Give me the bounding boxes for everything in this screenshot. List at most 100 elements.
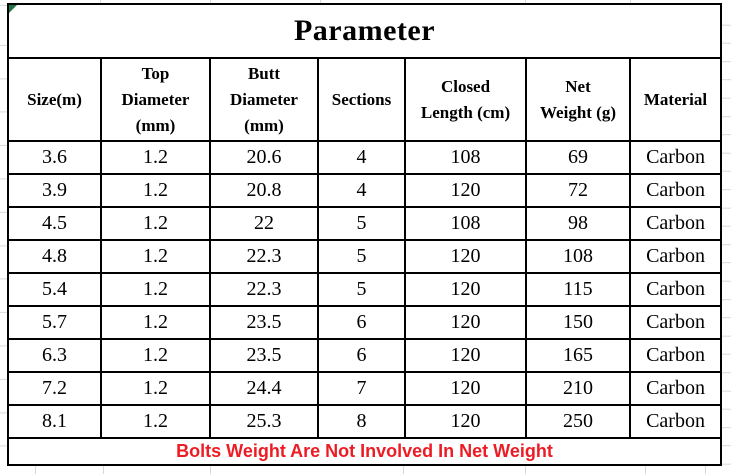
table-row: 4.5 1.2 22 5 108 98 Carbon [7, 206, 723, 241]
gridline [100, 0, 101, 3]
header-row: Size(m) Top Diameter (mm) Butt Diameter … [7, 57, 723, 142]
table-cell: 4.8 [7, 239, 102, 274]
gridline [630, 0, 631, 3]
table-row: 3.9 1.2 20.8 4 120 72 Carbon [7, 173, 723, 208]
table-cell: 1.2 [100, 338, 211, 373]
table-cell: Carbon [628, 239, 723, 274]
table-cell: 7 [317, 371, 406, 406]
table-cell: 24.4 [209, 371, 319, 406]
table-cell: 120 [404, 371, 527, 406]
table-cell: 1.2 [100, 239, 211, 274]
column-header-label: Size(m) [27, 89, 82, 109]
gridline [320, 0, 321, 3]
gridline [705, 464, 706, 474]
table-cell: 108 [404, 140, 527, 175]
table-cell: 210 [525, 371, 631, 406]
table-cell: 1.2 [100, 305, 211, 340]
right-margin-gridlines [721, 0, 731, 466]
table-cell: Carbon [628, 338, 723, 373]
table-cell: 150 [525, 305, 631, 340]
table-cell: 5 [317, 272, 406, 307]
table-cell: 23.5 [209, 305, 319, 340]
table-cell: Carbon [628, 371, 723, 406]
cell-error-triangle-icon [10, 6, 17, 13]
table-cell: 5.4 [7, 272, 102, 307]
table-cell: 8.1 [7, 404, 102, 439]
table-cell: 4 [317, 140, 406, 175]
table-cell: 1.2 [100, 371, 211, 406]
column-header-closed-length: Closed Length (cm) [404, 57, 527, 142]
footer-note-cell: Bolts Weight Are Not Involved In Net Wei… [6, 437, 723, 466]
column-header-sections: Sections [317, 57, 406, 142]
table-cell: 3.9 [7, 173, 102, 208]
gridline [403, 464, 404, 474]
table-cell: Carbon [628, 272, 723, 307]
table-cell: 1.2 [100, 206, 211, 241]
table-row: 5.7 1.2 23.5 6 120 150 Carbon [7, 305, 723, 340]
column-header-size: Size(m) [7, 57, 102, 142]
title-row: Parameter [6, 3, 723, 59]
footer-row: Bolts Weight Are Not Involved In Net Wei… [6, 437, 723, 466]
column-header-label: Material [643, 89, 708, 109]
table-cell: Carbon [628, 140, 723, 175]
table-cell: Carbon [628, 305, 723, 340]
table-cell: 120 [404, 404, 527, 439]
table-cell: 20.8 [209, 173, 319, 208]
left-margin-gridlines [0, 0, 7, 474]
table-cell: 25.3 [209, 404, 319, 439]
table-cell: 120 [404, 338, 527, 373]
gridline [645, 464, 646, 474]
column-header-material: Material [628, 57, 723, 142]
title-cell: Parameter [6, 3, 723, 59]
table-row: 4.8 1.2 22.3 5 120 108 Carbon [7, 239, 723, 274]
table-cell: 3.6 [7, 140, 102, 175]
table-cell: 8 [317, 404, 406, 439]
column-header-label: Sections [331, 89, 392, 109]
column-header-butt-diameter: Butt Diameter (mm) [209, 57, 319, 142]
column-header-label: Net Weight (g) [539, 76, 617, 122]
table-cell: 6.3 [7, 338, 102, 373]
table-cell: 22.3 [209, 239, 319, 274]
gridline [35, 464, 36, 474]
table-title: Parameter [293, 14, 436, 47]
table-cell: 120 [404, 239, 527, 274]
table-cell: 1.2 [100, 140, 211, 175]
column-header-label: Butt Diameter (mm) [230, 63, 298, 135]
table-cell: Carbon [628, 173, 723, 208]
column-header-label: Closed Length (cm) [420, 76, 511, 122]
gridline [210, 0, 211, 3]
footer-note: Bolts Weight Are Not Involved In Net Wei… [176, 441, 553, 461]
table-row: 8.1 1.2 25.3 8 120 250 Carbon [7, 404, 723, 439]
column-header-label: Top Diameter (mm) [121, 63, 190, 135]
table-cell: 6 [317, 305, 406, 340]
table-cell: 69 [525, 140, 631, 175]
table-cell: 22 [209, 206, 319, 241]
gridline [525, 0, 526, 3]
column-header-top-diameter: Top Diameter (mm) [100, 57, 211, 142]
table-cell: 5.7 [7, 305, 102, 340]
table-cell: 120 [404, 272, 527, 307]
table-cell: 165 [525, 338, 631, 373]
gridline [103, 464, 104, 474]
table-cell: Carbon [628, 206, 723, 241]
table-cell: 1.2 [100, 173, 211, 208]
table-row: 7.2 1.2 24.4 7 120 210 Carbon [7, 371, 723, 406]
column-header-net-weight: Net Weight (g) [525, 57, 631, 142]
table-cell: 72 [525, 173, 631, 208]
gridline [525, 464, 526, 474]
parameter-table: Parameter Size(m) Top Diameter (mm) Butt… [6, 3, 723, 466]
table-cell: 120 [404, 173, 527, 208]
table-cell: 108 [404, 206, 527, 241]
table-cell: 4.5 [7, 206, 102, 241]
table-row: 6.3 1.2 23.5 6 120 165 Carbon [7, 338, 723, 373]
table-cell: 4 [317, 173, 406, 208]
table-cell: 1.2 [100, 404, 211, 439]
table-cell: Carbon [628, 404, 723, 439]
table-cell: 250 [525, 404, 631, 439]
table-cell: 20.6 [209, 140, 319, 175]
table-cell: 115 [525, 272, 631, 307]
gridline [210, 464, 211, 474]
table-cell: 22.3 [209, 272, 319, 307]
table-cell: 23.5 [209, 338, 319, 373]
